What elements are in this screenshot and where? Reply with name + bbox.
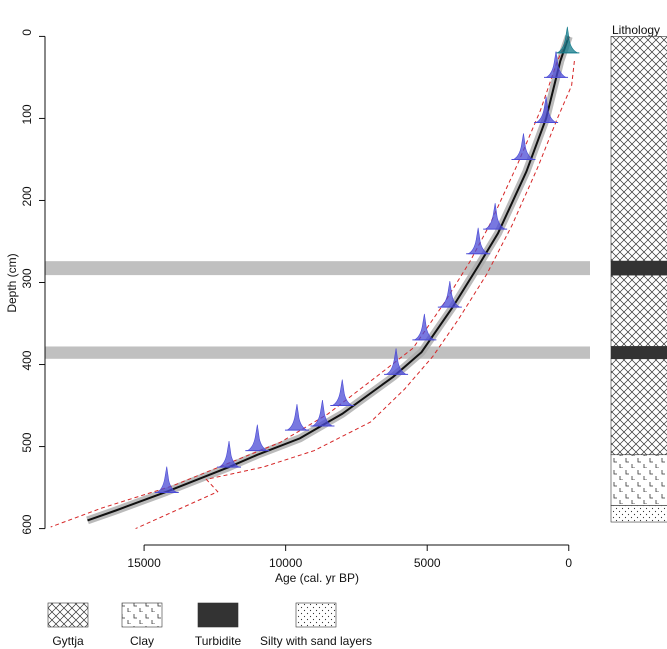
y-tick-label: 0 xyxy=(20,29,34,36)
date-distribution xyxy=(557,26,578,54)
y-tick-label: 500 xyxy=(20,432,34,452)
x-tick-label: 15000 xyxy=(127,556,161,570)
date-distribution xyxy=(286,404,308,431)
date-distribution xyxy=(468,227,489,255)
legend-label: Gyttja xyxy=(52,634,84,648)
date-distribution xyxy=(332,379,353,406)
event-layer xyxy=(45,261,590,276)
y-tick-label: 600 xyxy=(20,514,34,534)
lithology-title: Lithology xyxy=(612,23,660,37)
uncertainty-band xyxy=(86,35,573,525)
x-tick-label: 10000 xyxy=(269,556,303,570)
date-distribution xyxy=(247,424,268,451)
lithology-unit xyxy=(610,358,667,456)
legend-swatch xyxy=(197,602,239,628)
legend-swatch xyxy=(121,602,163,628)
y-tick-label: 400 xyxy=(20,350,34,370)
date-distribution xyxy=(312,400,333,427)
lithology-unit xyxy=(610,505,667,523)
date-distribution xyxy=(535,96,557,123)
confidence-line xyxy=(50,36,570,528)
confidence-line xyxy=(135,60,575,530)
legend-label: Turbidite xyxy=(195,634,242,648)
legend-swatch xyxy=(295,602,337,628)
date-distribution xyxy=(218,441,240,468)
y-tick-label: 200 xyxy=(20,186,34,206)
lithology-unit xyxy=(610,36,667,262)
x-axis-title: Age (cal. yr BP) xyxy=(275,571,359,585)
x-tick-label: 5000 xyxy=(414,556,441,570)
date-distribution xyxy=(439,281,460,308)
y-tick-label: 100 xyxy=(20,104,34,124)
lithology-unit xyxy=(610,346,667,360)
date-distribution xyxy=(485,203,506,230)
y-axis-title: Depth (cm) xyxy=(5,253,19,312)
lithology-unit xyxy=(610,260,667,276)
legend-label: Silty with sand layers xyxy=(260,634,372,648)
event-layer xyxy=(45,346,590,359)
date-distribution xyxy=(545,51,567,78)
date-distribution xyxy=(414,313,435,341)
lithology-unit xyxy=(610,454,667,506)
date-distribution xyxy=(513,133,534,160)
legend-swatch xyxy=(47,602,89,628)
date-distribution xyxy=(156,466,177,493)
y-tick-label: 300 xyxy=(20,268,34,288)
lithology-unit xyxy=(610,274,667,347)
mean-line xyxy=(87,36,570,522)
date-distribution xyxy=(385,348,407,375)
x-tick-label: 0 xyxy=(565,556,572,570)
legend-label: Clay xyxy=(130,634,154,648)
